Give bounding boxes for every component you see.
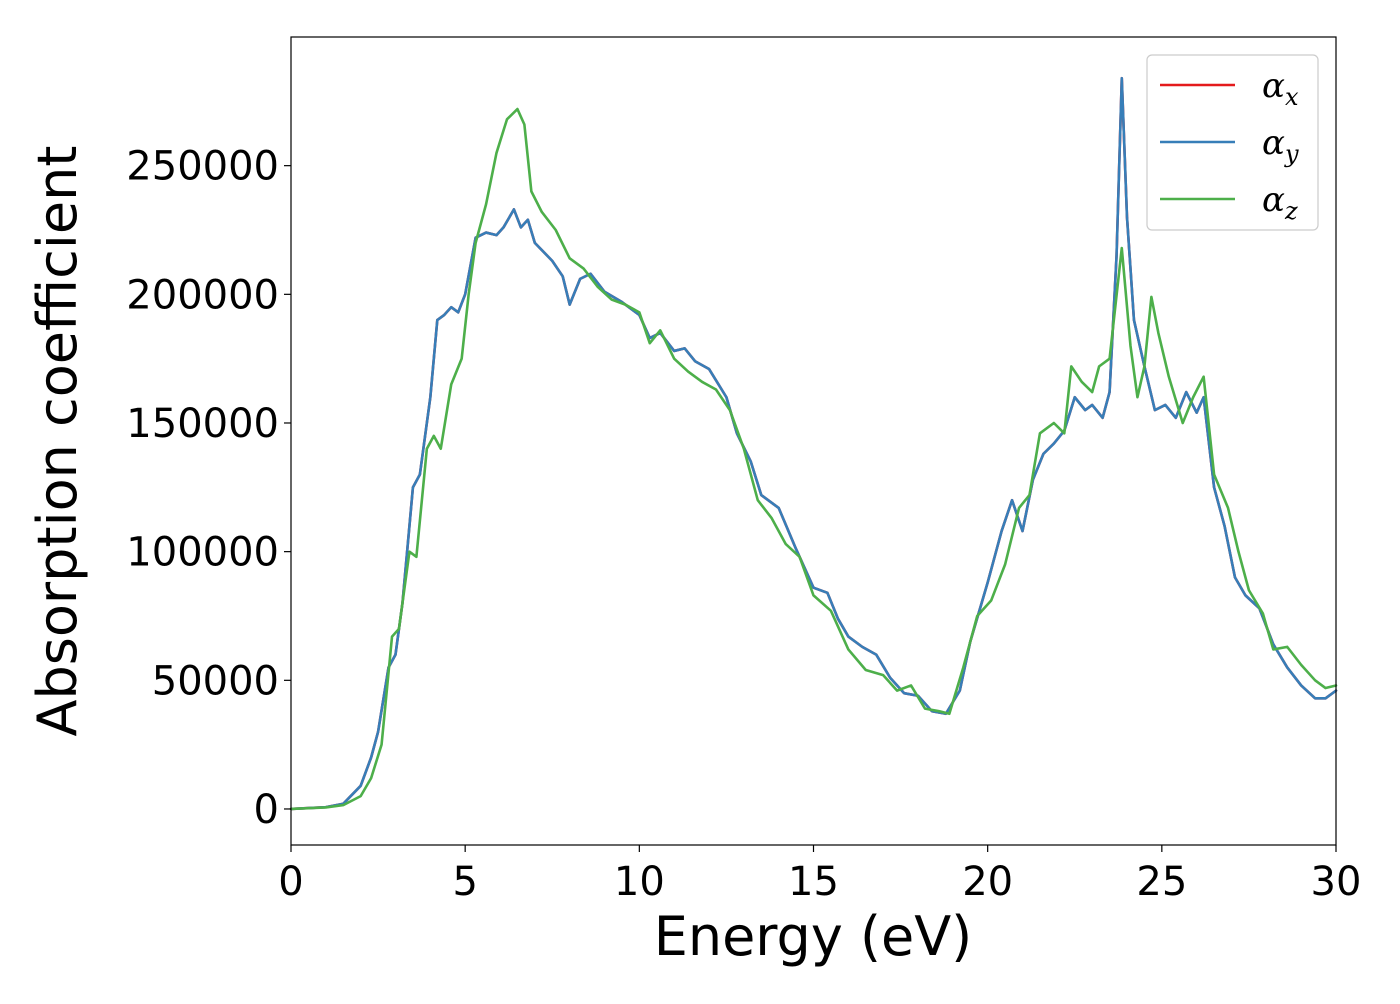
series-line-y <box>289 76 1338 811</box>
y-tick-label: 50000 <box>152 658 279 704</box>
x-axis-label: Energy (eV) <box>654 905 973 968</box>
legend-label-z: αz <box>1262 180 1298 225</box>
y-tick-label: 0 <box>254 787 279 833</box>
y-tick-label: 250000 <box>126 144 279 190</box>
legend-label-x: αx <box>1262 66 1299 111</box>
x-tick-label: 30 <box>1311 859 1362 905</box>
x-tick-label: 20 <box>962 859 1013 905</box>
x-tick-label: 10 <box>614 859 665 905</box>
x-tick-label: 5 <box>452 859 477 905</box>
legend-label-y: αy <box>1262 123 1299 168</box>
y-tick-label: 200000 <box>126 272 279 318</box>
plot-area <box>289 76 1338 811</box>
x-tick-label: 15 <box>788 859 839 905</box>
y-axis-label: Absorption coefficient <box>26 146 89 737</box>
legend: αx αy αz <box>1146 54 1319 231</box>
y-tick-label: 150000 <box>126 401 279 447</box>
y-axis-ticks: 0 50000 100000 150000 200000 250000 <box>126 144 291 833</box>
x-tick-label: 0 <box>278 859 303 905</box>
y-tick-label: 100000 <box>126 530 279 576</box>
x-axis-ticks: 0 5 10 15 20 25 30 <box>278 845 1361 905</box>
series-line-z <box>289 107 1338 811</box>
x-tick-label: 25 <box>1136 859 1187 905</box>
